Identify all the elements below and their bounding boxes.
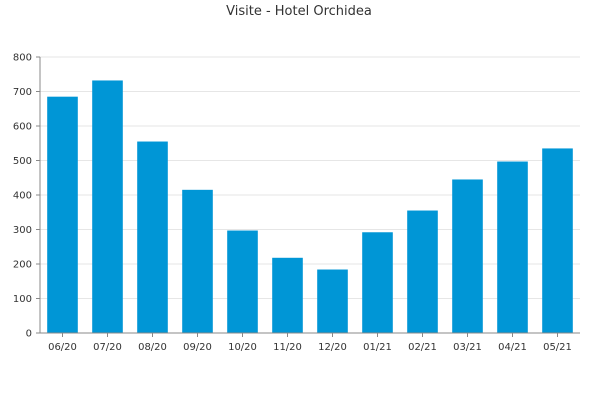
bar-09-20 bbox=[182, 189, 213, 333]
y-tick-label: 400 bbox=[13, 191, 32, 202]
y-tick-label: 600 bbox=[13, 122, 32, 133]
y-tick-label: 800 bbox=[13, 53, 32, 64]
bar-11-20 bbox=[272, 257, 303, 333]
chart-title: Visite - Hotel Orchidea bbox=[226, 4, 372, 19]
bar-03-21 bbox=[452, 179, 483, 333]
axes bbox=[36, 56, 580, 337]
bar-10-20 bbox=[227, 230, 258, 333]
bar-08-20 bbox=[137, 141, 168, 333]
gridlines bbox=[40, 56, 580, 299]
x-tick-label: 01/21 bbox=[363, 342, 392, 353]
x-tick-label: 02/21 bbox=[408, 342, 437, 353]
x-tick-label: 09/20 bbox=[183, 342, 212, 353]
x-tick-label: 06/20 bbox=[48, 342, 77, 353]
x-tick-label: 12/20 bbox=[318, 342, 347, 353]
y-tick-label: 100 bbox=[13, 294, 32, 305]
y-tick-label: 700 bbox=[13, 87, 32, 98]
bar-07-20 bbox=[92, 80, 123, 334]
x-tick-label: 10/20 bbox=[228, 342, 257, 353]
x-tick-label: 04/21 bbox=[498, 342, 527, 353]
bars bbox=[47, 80, 573, 334]
y-tick-label: 0 bbox=[26, 329, 32, 340]
y-tick-label: 200 bbox=[13, 260, 32, 271]
bar-02-21 bbox=[407, 210, 438, 333]
x-tick-labels: 06/20 07/20 08/20 09/20 10/20 11/20 12/20 01/21… bbox=[48, 342, 572, 353]
bar-04-21 bbox=[497, 161, 528, 333]
bar-12-20 bbox=[317, 269, 348, 333]
x-tick-label: 11/20 bbox=[273, 342, 302, 353]
y-tick-label: 500 bbox=[13, 156, 32, 167]
x-tick-label: 08/20 bbox=[138, 342, 167, 353]
bar-05-21 bbox=[542, 148, 573, 333]
y-tick-labels: 0 100 200 300 400 500 600 700 800 bbox=[13, 53, 32, 340]
bar-06-20 bbox=[47, 96, 78, 334]
x-tick-label: 07/20 bbox=[93, 342, 122, 353]
x-tick-label: 03/21 bbox=[453, 342, 482, 353]
y-tick-label: 300 bbox=[13, 225, 32, 236]
x-tick-label: 05/21 bbox=[543, 342, 572, 353]
bar-01-21 bbox=[362, 232, 393, 333]
